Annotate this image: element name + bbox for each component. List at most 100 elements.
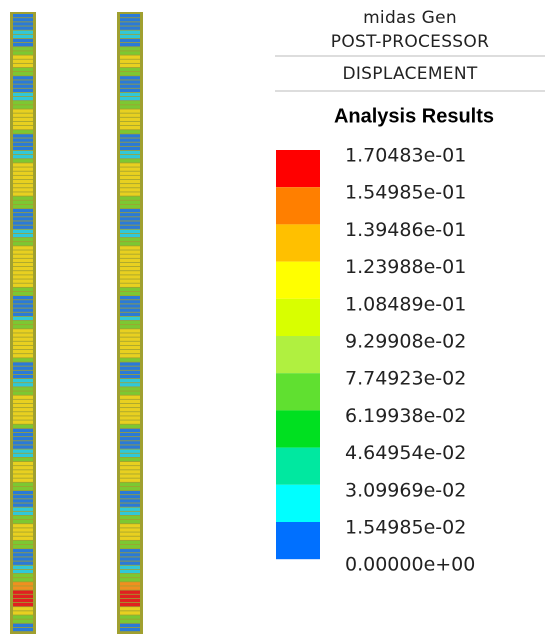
column-element	[120, 254, 140, 258]
column-element	[120, 524, 140, 528]
column-element	[120, 192, 140, 196]
legend-band	[276, 373, 320, 411]
column-element	[120, 474, 140, 478]
column-element	[13, 565, 33, 569]
column-element	[120, 146, 140, 151]
column-element	[120, 287, 140, 292]
column-element	[13, 287, 33, 292]
column-element	[13, 316, 33, 321]
column-element	[13, 179, 33, 184]
column-element	[13, 217, 33, 221]
column-element	[120, 486, 140, 491]
column-element	[120, 304, 140, 308]
column-element	[120, 470, 140, 474]
column-element	[120, 337, 140, 341]
column-element	[13, 150, 33, 155]
column-element	[120, 578, 140, 582]
legend-label: 1.54985e-01	[345, 182, 466, 204]
column-element	[13, 437, 33, 441]
column-element	[120, 204, 140, 209]
column-element	[13, 88, 33, 93]
column-element	[13, 204, 33, 209]
column-element	[13, 466, 33, 470]
legend-band	[276, 187, 320, 225]
column-element	[120, 130, 140, 134]
column-element	[120, 520, 140, 524]
column-element	[120, 325, 140, 329]
column-element	[120, 300, 140, 304]
column-element	[13, 55, 33, 59]
column-element	[120, 544, 140, 549]
column-element	[120, 76, 140, 80]
column-element	[120, 582, 140, 586]
column-element	[13, 175, 33, 180]
column-element	[120, 229, 140, 234]
column-element	[13, 14, 33, 18]
column-element	[120, 55, 140, 59]
column-element	[13, 146, 33, 151]
column-element	[13, 561, 33, 565]
column-element	[13, 125, 33, 130]
column-element	[120, 383, 140, 387]
column-element	[13, 623, 33, 628]
column-element	[120, 142, 140, 146]
legend-title: Analysis Results	[334, 105, 494, 127]
column-element	[120, 113, 140, 117]
column-element	[13, 325, 33, 329]
column-element	[120, 366, 140, 370]
column-element	[120, 349, 140, 354]
column-element	[13, 155, 33, 159]
column-element	[120, 445, 140, 449]
column-element	[13, 96, 33, 101]
column-element	[13, 200, 33, 204]
column-element	[120, 561, 140, 565]
column-element	[120, 101, 140, 105]
column-element	[120, 482, 140, 487]
column-element	[13, 557, 33, 561]
column-element	[13, 188, 33, 192]
column-element	[120, 125, 140, 130]
column-element	[13, 105, 33, 109]
column-element	[13, 184, 33, 188]
column-element	[13, 370, 33, 375]
column-element	[13, 59, 33, 63]
column-element	[120, 615, 140, 619]
column-element	[13, 117, 33, 122]
column-element	[120, 175, 140, 180]
column-element	[120, 345, 140, 350]
column-element	[13, 399, 33, 404]
column-element	[13, 283, 33, 287]
column-element	[120, 34, 140, 39]
column-element	[120, 233, 140, 238]
column-element	[120, 565, 140, 569]
column-element	[13, 308, 33, 312]
column-element	[13, 63, 33, 68]
column-element	[120, 80, 140, 84]
column-element	[13, 482, 33, 487]
column-element	[120, 549, 140, 553]
column-element	[120, 358, 140, 362]
column-element	[120, 416, 140, 420]
column-element	[13, 171, 33, 175]
column-element	[120, 179, 140, 184]
column-element	[13, 515, 33, 520]
column-element	[120, 586, 140, 590]
column-element	[120, 283, 140, 287]
column-element	[120, 217, 140, 221]
column-element	[120, 221, 140, 225]
column-element	[13, 18, 33, 22]
column-element	[120, 540, 140, 545]
column-element	[120, 237, 140, 242]
legend-label: 0.00000e+00	[345, 554, 475, 576]
column-element	[13, 279, 33, 283]
column-element	[13, 470, 33, 474]
column-element	[120, 499, 140, 503]
column-element	[120, 72, 140, 76]
column-element	[13, 196, 33, 200]
column-element	[13, 101, 33, 105]
column-element	[120, 184, 140, 188]
column-element	[13, 67, 33, 72]
column-element	[120, 14, 140, 18]
column-element	[13, 76, 33, 80]
column-element	[120, 43, 140, 47]
